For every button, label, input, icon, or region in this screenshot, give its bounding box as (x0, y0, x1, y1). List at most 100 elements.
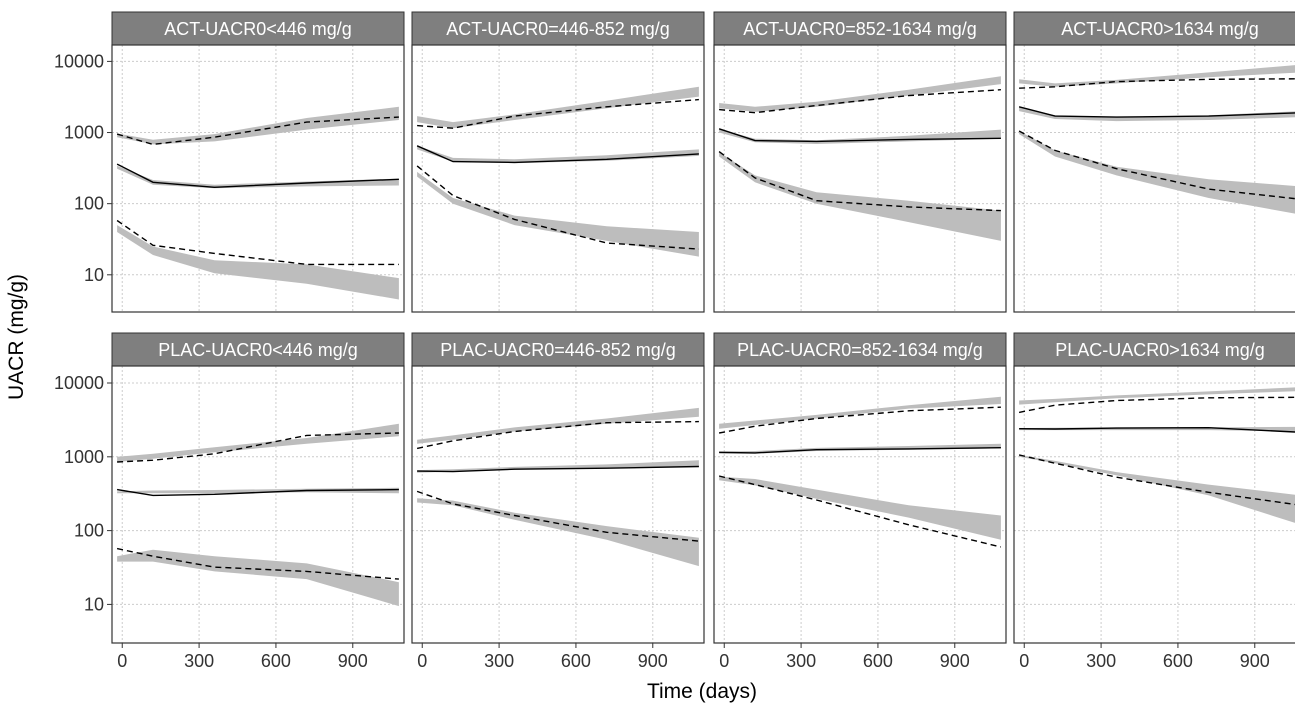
facet-title: ACT-UACR0<446 mg/g (164, 19, 352, 39)
facet-panel: PLAC-UACR0=446-852 mg/g 0 300 600 900 (411, 332, 705, 671)
facet-panel: PLAC-UACR0<446 mg/g 10 100 1000 10000 0 300 600… (54, 332, 405, 671)
panel-data (416, 86, 699, 257)
prediction-band (117, 549, 399, 607)
observed-p90-line (718, 406, 1001, 434)
panel-background (112, 366, 404, 643)
panel-border (111, 365, 405, 644)
observed-median-line (116, 163, 399, 189)
observed-p10-line (116, 219, 399, 266)
y-axis-title: UACR (mg/g) (5, 274, 28, 400)
facet-panel: ACT-UACR0<446 mg/g 10 100 1000 10000 (54, 11, 405, 313)
facet-strip (713, 11, 1007, 46)
y-tick-label: 100 (74, 521, 104, 541)
observed-p90-line (1018, 396, 1295, 414)
prediction-band (1019, 387, 1295, 405)
facet-panel: ACT-UACR0=446-852 mg/g (411, 11, 705, 313)
observed-p90-line (1019, 78, 1295, 89)
facet-title: PLAC-UACR0>1634 mg/g (1055, 340, 1265, 360)
prediction-band (1019, 65, 1295, 87)
observed-median-line (719, 447, 1001, 454)
observed-p10-line (1018, 130, 1295, 200)
panel-border (1013, 44, 1295, 313)
panel-border (1013, 365, 1295, 644)
prediction-band (1019, 106, 1295, 122)
observed-p10-line (416, 490, 699, 542)
x-tick-label: 300 (484, 651, 514, 671)
observed-p90-line (416, 420, 699, 450)
y-tick-label: 100 (74, 194, 104, 214)
panel-data (416, 407, 699, 567)
y-tick-label: 1000 (64, 123, 104, 143)
prediction-band (719, 396, 1001, 429)
facet-strip (411, 11, 705, 46)
observed-p90-line (116, 116, 399, 146)
prediction-band (417, 145, 699, 164)
prediction-band (417, 407, 699, 444)
x-tick-label: 300 (786, 651, 816, 671)
y-tick-label: 10000 (54, 373, 104, 393)
observed-p10-line (116, 547, 399, 580)
x-tick-label: 300 (184, 651, 214, 671)
facet-title: ACT-UACR0>1634 mg/g (1061, 19, 1259, 39)
prediction-band (417, 86, 699, 129)
facet-panel: ACT-UACR0=852-1634 mg/g (713, 11, 1007, 313)
facet-title: ACT-UACR0=446-852 mg/g (446, 19, 670, 39)
x-tick-label: 600 (261, 651, 291, 671)
prediction-band (719, 129, 1001, 144)
x-tick-label: 0 (719, 651, 729, 671)
panel-border (111, 44, 405, 313)
panel-border (411, 44, 705, 313)
facet-title: PLAC-UACR0=852-1634 mg/g (737, 340, 983, 360)
panel-background (412, 45, 704, 312)
panel-data (718, 76, 1001, 241)
prediction-band (117, 423, 399, 462)
panel-data (718, 396, 1002, 548)
facet-strip (1013, 11, 1295, 46)
prediction-band (117, 225, 399, 300)
observed-median-line (1018, 106, 1295, 118)
prediction-band (719, 76, 1001, 112)
prediction-band (117, 106, 399, 145)
x-tick-label: 0 (417, 651, 427, 671)
observed-p90-line (719, 89, 1001, 114)
prediction-band (1019, 454, 1295, 523)
observed-median-line (116, 488, 399, 497)
prediction-band (1019, 131, 1295, 214)
x-tick-label: 900 (940, 651, 970, 671)
facet-title: ACT-UACR0=852-1634 mg/g (743, 19, 977, 39)
observed-p10-line (416, 165, 699, 250)
x-tick-label: 0 (1019, 651, 1029, 671)
y-tick-label: 1000 (64, 447, 104, 467)
prediction-band (417, 498, 699, 567)
facet-strip (411, 332, 705, 367)
observed-p90-line (417, 98, 699, 129)
facet-title: PLAC-UACR0=446-852 mg/g (440, 340, 676, 360)
facet-strip (1013, 332, 1295, 367)
x-tick-label: 600 (561, 651, 591, 671)
facet-panel: PLAC-UACR0=852-1634 mg/g 0 300 600 900 (713, 332, 1007, 671)
observed-median-line (416, 145, 699, 164)
x-tick-label: 600 (1163, 651, 1193, 671)
panel-data (116, 106, 399, 300)
facet-panel: ACT-UACR0>1634 mg/g (1013, 11, 1295, 313)
panel-data (1018, 387, 1295, 523)
panel-border (713, 44, 1007, 313)
facet-strip (111, 332, 405, 367)
y-tick-label: 10 (84, 594, 104, 614)
panel-border (713, 365, 1007, 644)
facet-strip (111, 11, 405, 46)
y-tick-label: 10 (84, 265, 104, 285)
x-tick-label: 0 (117, 651, 127, 671)
observed-median-line (417, 465, 699, 473)
x-tick-label: 900 (338, 651, 368, 671)
prediction-band (117, 487, 399, 494)
observed-p10-line (718, 151, 1001, 212)
observed-p10-line (718, 475, 1002, 548)
prediction-band (417, 171, 699, 257)
observed-p10-line (1018, 454, 1295, 506)
panel-data (1018, 65, 1295, 214)
y-tick-label: 10000 (54, 51, 104, 71)
observed-p90-line (117, 432, 399, 463)
facet-title: PLAC-UACR0<446 mg/g (158, 340, 358, 360)
